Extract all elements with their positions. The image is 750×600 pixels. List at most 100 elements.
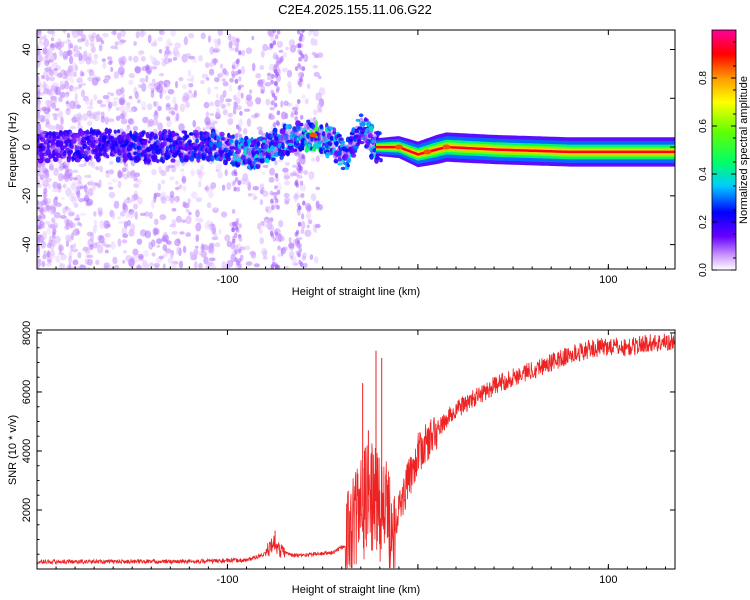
heatmap-speckle bbox=[72, 177, 78, 181]
heatmap-band-blob bbox=[223, 147, 229, 153]
heatmap-speckle bbox=[318, 204, 323, 211]
heatmap-speckle bbox=[42, 46, 48, 54]
snr-y-tick-label: 2000 bbox=[21, 498, 33, 522]
heatmap-band-blob bbox=[115, 156, 121, 163]
heatmap-speckle bbox=[291, 256, 297, 265]
heatmap-speckle bbox=[138, 50, 143, 56]
heatmap-y-axis-label: Frequency (Hz) bbox=[7, 112, 19, 188]
heatmap-speckle bbox=[37, 33, 42, 41]
heatmap-speckle bbox=[162, 234, 169, 242]
heatmap-speckle bbox=[69, 100, 76, 110]
heatmap-streak bbox=[299, 114, 304, 120]
heatmap-streak bbox=[234, 78, 239, 84]
heatmap-band-blob bbox=[83, 130, 89, 134]
heatmap-speckle bbox=[142, 116, 149, 124]
heatmap-speckle bbox=[41, 74, 45, 80]
heatmap-band-blob bbox=[68, 149, 73, 154]
heatmap-speckle bbox=[114, 41, 119, 46]
heatmap-band-blob bbox=[67, 129, 73, 135]
heatmap-speckle bbox=[178, 77, 184, 82]
heatmap-streak bbox=[294, 231, 299, 237]
heatmap-speckle bbox=[89, 232, 95, 242]
snr-marks bbox=[37, 333, 675, 569]
heatmap-speckle bbox=[41, 260, 46, 268]
heatmap-speckle bbox=[108, 186, 114, 190]
heatmap-speckle bbox=[302, 252, 307, 259]
heatmap-speckle bbox=[84, 258, 88, 264]
heatmap-speckle bbox=[88, 33, 92, 40]
heatmap-streak bbox=[231, 170, 235, 176]
heatmap-streak bbox=[274, 160, 278, 166]
heatmap-speckle bbox=[97, 244, 104, 254]
heatmap-band-blob bbox=[261, 139, 267, 143]
heatmap-band-blob bbox=[371, 139, 375, 144]
heatmap-speckle bbox=[55, 123, 62, 132]
heatmap-speckle bbox=[226, 102, 231, 107]
heatmap-speckle bbox=[201, 73, 209, 79]
heatmap-speckle bbox=[43, 187, 48, 194]
heatmap-band-blob bbox=[221, 137, 226, 141]
heatmap-speckle bbox=[125, 212, 129, 219]
heatmap-speckle bbox=[109, 169, 114, 175]
heatmap-speckle bbox=[59, 215, 67, 219]
heatmap-speckle bbox=[116, 32, 122, 40]
heatmap-speckle bbox=[112, 256, 118, 265]
heatmap-band-blob bbox=[130, 156, 134, 161]
heatmap-speckle bbox=[290, 255, 294, 260]
heatmap-speckle bbox=[172, 57, 178, 61]
heatmap-band-blob bbox=[90, 141, 96, 149]
heatmap-speckle bbox=[171, 219, 177, 226]
heatmap-speckle bbox=[220, 211, 228, 218]
heatmap-streak bbox=[234, 135, 239, 141]
heatmap-speckle bbox=[185, 208, 190, 213]
heatmap-speckle bbox=[249, 89, 253, 94]
heatmap-speckle bbox=[181, 178, 186, 182]
heatmap-band-blob bbox=[44, 158, 51, 164]
heatmap-band-blob bbox=[79, 148, 85, 155]
heatmap-speckle bbox=[243, 108, 251, 112]
heatmap-band-blob bbox=[322, 137, 326, 143]
snr-y-tick-label: 8000 bbox=[21, 321, 33, 345]
heatmap-speckle bbox=[157, 36, 163, 42]
heatmap-band-blob bbox=[284, 134, 288, 140]
heatmap-speckle bbox=[289, 44, 297, 53]
heatmap-speckle bbox=[218, 72, 225, 77]
heatmap-band-blob bbox=[342, 155, 348, 161]
heatmap-speckle bbox=[47, 123, 51, 131]
heatmap-speckle bbox=[115, 106, 120, 111]
heatmap-band-blob bbox=[243, 140, 249, 147]
heatmap-speckle bbox=[45, 75, 50, 82]
heatmap-speckle bbox=[195, 245, 199, 249]
heatmap-speckle bbox=[259, 199, 264, 206]
heatmap-speckle bbox=[113, 97, 119, 101]
heatmap-speckle bbox=[199, 173, 203, 181]
heatmap-band-blob bbox=[296, 143, 301, 147]
heatmap-speckle bbox=[165, 46, 170, 51]
heatmap-speckle bbox=[132, 248, 139, 256]
heatmap-speckle bbox=[288, 237, 292, 244]
heatmap-speckle bbox=[51, 217, 56, 224]
heatmap-speckle bbox=[209, 61, 214, 68]
heatmap-streak bbox=[272, 236, 277, 242]
heatmap-band-blob bbox=[179, 140, 185, 145]
heatmap-speckle bbox=[45, 262, 53, 267]
heatmap-speckle bbox=[195, 222, 202, 232]
heatmap-streak bbox=[272, 30, 277, 34]
heatmap-streak bbox=[238, 126, 242, 132]
heatmap-speckle bbox=[49, 209, 54, 216]
heatmap-band-blob bbox=[228, 139, 234, 144]
heatmap-speckle bbox=[255, 112, 261, 118]
heatmap-band-blob bbox=[89, 136, 95, 141]
heatmap-speckle bbox=[49, 55, 55, 62]
heatmap-speckle bbox=[37, 215, 43, 219]
heatmap-speckle bbox=[200, 32, 206, 40]
heatmap-speckle bbox=[151, 239, 156, 247]
heatmap-speckle bbox=[39, 91, 45, 96]
heatmap-speckle bbox=[87, 76, 93, 82]
snr-x-axis-label: Height of straight line (km) bbox=[292, 584, 420, 596]
heatmap-speckle bbox=[49, 65, 53, 71]
heatmap-speckle bbox=[119, 113, 125, 120]
heatmap-speckle bbox=[124, 220, 128, 229]
heatmap-speckle bbox=[190, 169, 195, 177]
heatmap-speckle bbox=[286, 69, 293, 78]
